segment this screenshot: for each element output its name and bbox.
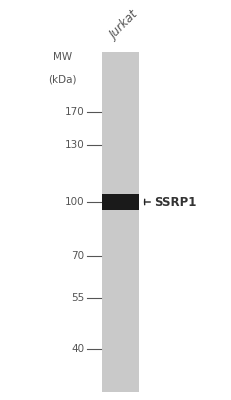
Bar: [102, 52, 139, 392]
Text: 170: 170: [65, 107, 84, 117]
Bar: [102, 194, 139, 210]
Text: 70: 70: [71, 251, 84, 261]
Text: Jurkat: Jurkat: [107, 8, 141, 42]
Text: 40: 40: [71, 344, 84, 354]
Text: 100: 100: [65, 197, 84, 207]
Text: 55: 55: [71, 293, 84, 303]
Text: MW: MW: [53, 52, 72, 62]
Text: 130: 130: [65, 140, 84, 150]
Text: SSRP1: SSRP1: [154, 196, 196, 208]
Text: (kDa): (kDa): [48, 74, 76, 84]
